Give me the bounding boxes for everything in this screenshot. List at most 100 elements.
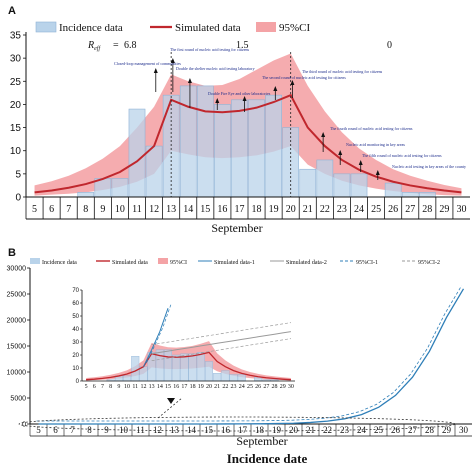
zoom-marker: [167, 398, 175, 404]
x-tick-label: 7: [66, 204, 71, 215]
inset-bar: [237, 374, 246, 382]
panel-a-x-axis: 5 6 7 8 9 10 11 12 13 14 15 16 17 18 19 20 21 22 23 24 25 26 2…: [25, 196, 470, 220]
annotation: Nucleic acid monitoring in key areas: [346, 142, 405, 147]
inset-bar: [139, 366, 148, 382]
bar: [248, 99, 265, 198]
x-tick-label: 22: [320, 204, 330, 215]
x-tick-label: 14: [183, 204, 193, 215]
x-tick-label: 16: [217, 204, 227, 215]
legend-b-band-swatch: [158, 258, 168, 264]
inset-bar: [229, 374, 238, 382]
x-tick-label: 23: [337, 204, 347, 215]
bar: [77, 192, 95, 198]
legend-b-item: 95%CI-1: [356, 260, 378, 266]
y-tick-label: 35: [10, 31, 22, 42]
inset-sim2-ci-upper: [151, 322, 291, 346]
inset-x-tick-label: 30: [288, 384, 294, 390]
panel-a-xlabel: September: [211, 221, 262, 235]
inset-bar: [196, 352, 205, 382]
x-tick-label: 9: [100, 204, 105, 215]
panel-b-legend: Incidence data Simulated data 95%CI Simu…: [30, 258, 440, 266]
rt-value-3: 0: [387, 40, 392, 51]
rt-value-2: 1.5: [236, 40, 249, 51]
y-tick-label: 25000: [7, 292, 27, 299]
y-tick-label: 15: [10, 123, 22, 134]
legend-b-item: Simulated data: [112, 260, 148, 266]
bar: [418, 192, 436, 198]
annotation: The third round of nucleic acid testing …: [302, 69, 383, 74]
inset-x-tick-label: 29: [280, 384, 286, 390]
inset-y-tick-label: 20: [72, 353, 79, 359]
panel-b-xlabel: September: [236, 434, 287, 448]
y-tick-label: 0: [15, 193, 21, 204]
x-tick-label: 13: [170, 425, 180, 435]
x-tick-label: 26: [388, 204, 398, 215]
x-tick-label: 18: [255, 425, 265, 435]
bar: [111, 178, 129, 198]
inset-y-tick-label: 10: [72, 366, 79, 372]
legend-b-item: Simulated data-2: [286, 260, 327, 266]
x-tick-label: 24: [354, 204, 364, 215]
inset-y-tick-label: 50: [72, 314, 79, 320]
y-tick-label: 25: [10, 77, 22, 88]
panel-b-letter: B: [8, 247, 16, 259]
x-tick-label: 29: [442, 425, 452, 435]
x-tick-label: 19: [269, 204, 279, 215]
bar: [128, 108, 146, 198]
x-tick-label: 23: [340, 425, 350, 435]
inset-bar: [204, 361, 213, 382]
inset-y-tick-label: 30: [72, 340, 79, 346]
annotation: The fourth round of nucleic acid testing…: [330, 126, 413, 131]
inset-x-tick-label: 5: [85, 384, 88, 390]
x-tick-label: 29: [439, 204, 449, 215]
annotation: Closed-loop management of communities: [114, 61, 181, 66]
inset-x-tick-label: 11: [132, 384, 138, 390]
panel-a-y-axis: 0 5 10 15 20 25 30 35: [10, 31, 27, 204]
intervention-arrowhead: [153, 68, 158, 73]
inset-fit-line: [86, 351, 291, 381]
inset-x-tick-label: 16: [173, 384, 179, 390]
x-tick-label: 18: [252, 204, 262, 215]
x-tick-label: 14: [187, 425, 197, 435]
inset-bar: [131, 356, 140, 382]
intervention-arrowhead: [242, 96, 247, 101]
x-tick-label: 20: [289, 425, 299, 435]
panel-a-bars: [77, 85, 436, 198]
rt-value-1: 6.8: [124, 40, 137, 51]
x-tick-label: 28: [422, 204, 432, 215]
inset-y-tick-label: 40: [72, 327, 79, 333]
legend-b-item: 95%CI-2: [418, 260, 440, 266]
inset-sim2-line: [151, 331, 291, 355]
x-tick-label: 30: [459, 425, 469, 435]
panel-b-xlabel-2: Incidence date: [227, 451, 308, 466]
y-tick-label: 30000: [7, 266, 27, 273]
bar: [179, 85, 197, 198]
intervention-arrowhead: [170, 58, 175, 63]
bar: [316, 159, 334, 198]
x-tick-label: 19: [272, 425, 282, 435]
inset-bar: [172, 354, 181, 382]
annotation: The second round of nucleic acid testing…: [262, 75, 346, 80]
fit-line: [34, 93, 462, 194]
zoom-connector: [157, 397, 183, 419]
x-tick-label: 11: [136, 425, 145, 435]
x-tick-label: 30: [456, 204, 466, 215]
x-tick-label: 15: [200, 204, 210, 215]
bar: [231, 99, 248, 198]
y-tick-label: 10000: [7, 370, 27, 377]
intervention-arrowhead: [187, 78, 192, 83]
intervention-arrowhead: [358, 160, 363, 165]
bar: [333, 173, 351, 198]
inset-sim1-ci: [146, 304, 172, 363]
x-tick-label: 27: [405, 204, 415, 215]
inset-x-tick-label: 13: [149, 384, 155, 390]
x-tick-label: 10: [119, 425, 129, 435]
projection-ci-line: [36, 285, 462, 422]
inset-bar: [213, 373, 222, 382]
bar: [145, 145, 163, 198]
inset-y-tick-label: 70: [72, 288, 79, 294]
inset-sim1-line: [142, 308, 169, 367]
x-tick-label: 17: [238, 425, 248, 435]
bar: [214, 104, 231, 198]
